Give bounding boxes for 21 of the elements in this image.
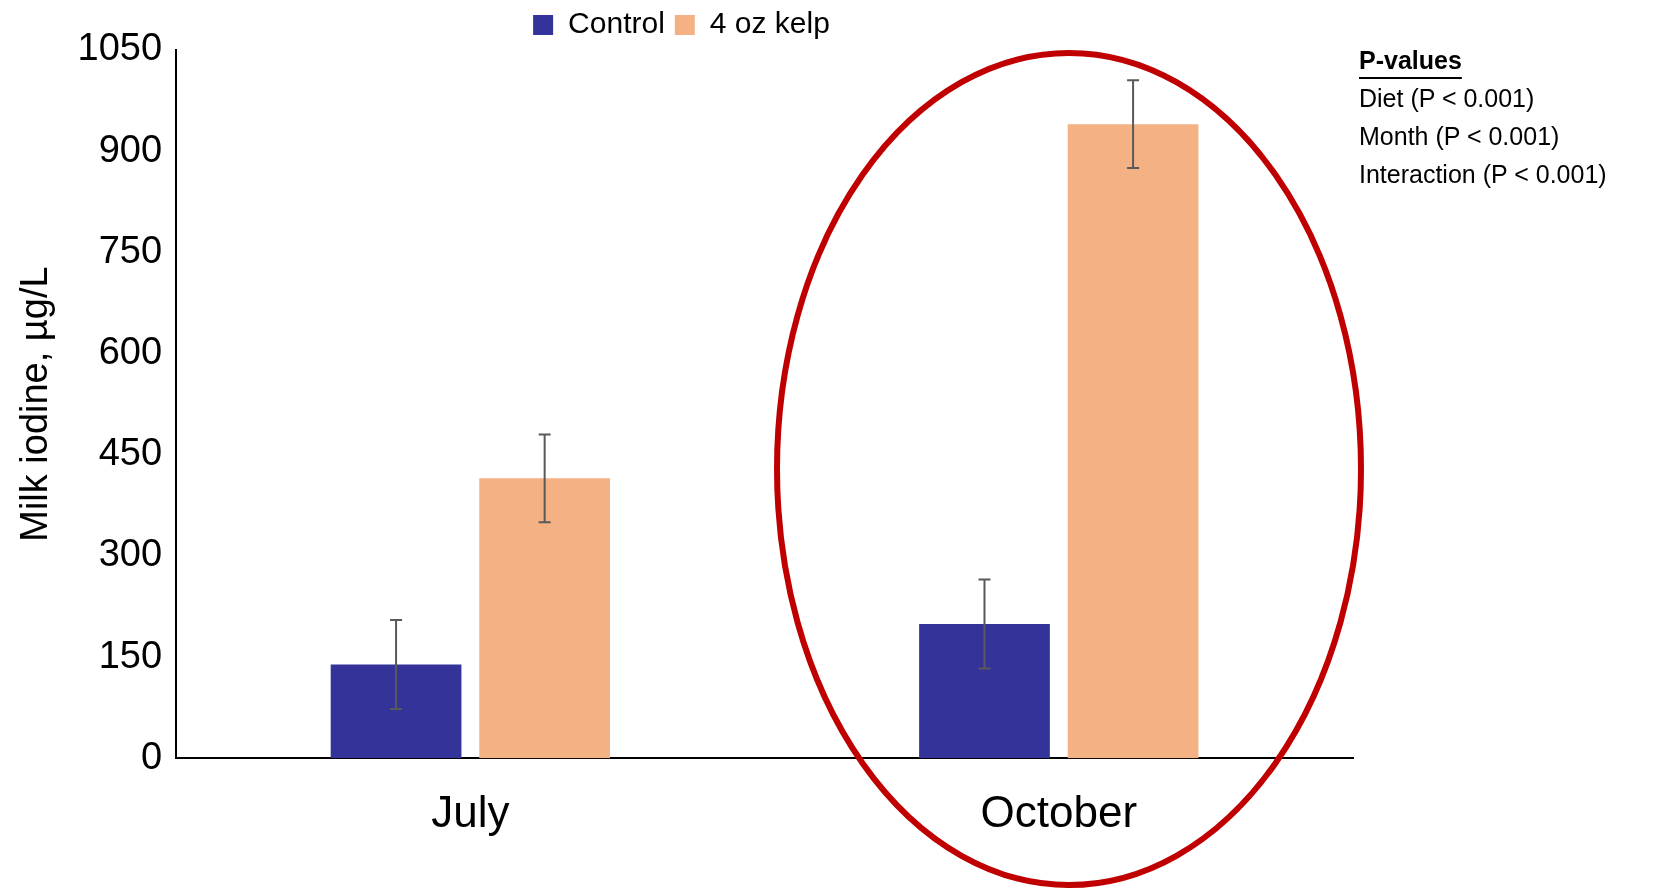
y-tick-label: 150: [98, 633, 163, 676]
legend-label: Control: [568, 6, 665, 40]
bar: [1067, 124, 1199, 759]
text: Diet (P < 0.001): [1359, 84, 1535, 113]
y-tick-label: 300: [98, 532, 163, 575]
y-tick-label: 0: [140, 734, 163, 777]
y-tick-label: 1050: [77, 26, 163, 69]
y-tick-label: 450: [98, 431, 163, 474]
y-tick-label: 900: [98, 127, 163, 170]
x-tick-label: July: [431, 786, 510, 836]
bar: [479, 478, 611, 759]
text: Month (P < 0.001): [1359, 122, 1560, 151]
legend-label: 4 oz kelp: [709, 6, 830, 40]
bar: [330, 664, 462, 759]
x-tick-label: October: [980, 786, 1138, 836]
y-tick-label: 600: [98, 330, 163, 372]
y-axis-title: Milk iodine, µg/L: [13, 266, 56, 542]
text: P-values: [1359, 46, 1462, 75]
bar: [919, 623, 1050, 759]
y-tick-label: 750: [98, 228, 163, 271]
text: Interaction (P < 0.001): [1359, 160, 1607, 189]
